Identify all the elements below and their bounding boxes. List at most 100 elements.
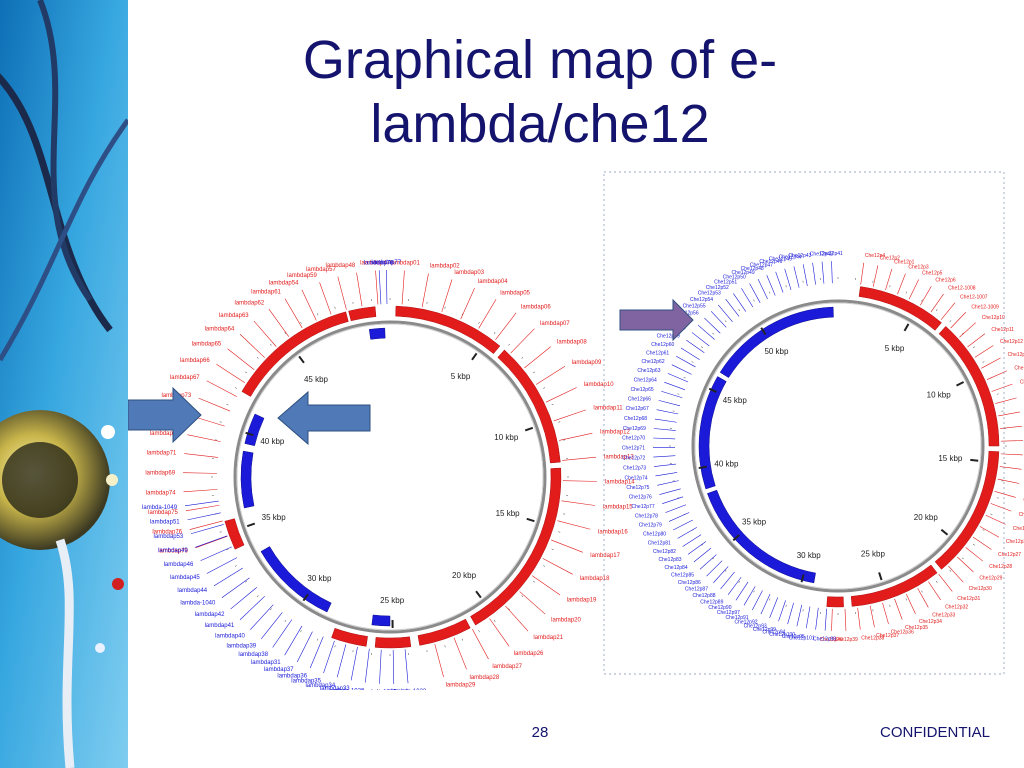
che12-reverse-leader-line — [735, 581, 749, 601]
che12-forward-gene-block — [934, 451, 1000, 570]
che12-forward-leader-line — [979, 526, 1000, 538]
lambda-forward-gene-label: lambdap21 — [533, 635, 563, 641]
che12-reverse-gene-label: Che12p62 — [642, 359, 665, 365]
che12-reverse-gene-label: Che12p97 — [717, 610, 740, 616]
lambda-reverse-gene-label: lambdap36 — [277, 673, 307, 679]
lambda-reverse-leader-line — [200, 546, 232, 561]
lambda-reverse-leader-line — [392, 649, 395, 684]
che12-forward-leader-line — [938, 573, 953, 592]
lambda-forward-leader-line — [356, 272, 363, 307]
lambda-forward-leader-line — [337, 276, 347, 310]
lambda-forward-leader-line — [559, 432, 593, 441]
che12-forward-leader-line — [974, 345, 994, 358]
che12-forward-gene-label: Che12p14 — [1014, 365, 1024, 371]
che12-reverse-gene-label: Che12p44 — [779, 254, 802, 260]
lambda-forward-gene-block — [348, 306, 377, 322]
che12-forward-gene-block — [858, 286, 942, 331]
che12-forward-leader-line — [882, 602, 889, 625]
che12-reverse-gene-label: Che12p67 — [626, 406, 649, 412]
che12-reverse-leader-line — [658, 400, 681, 407]
lambda-reverse-gene-label: lambdap40 — [215, 634, 245, 640]
che12-kbp-label: 30 kbp — [797, 551, 822, 560]
che12-reverse-leader-line — [821, 261, 825, 284]
che12-forward-gene-label: Che12p4 — [865, 253, 886, 259]
che12-reverse-gene-block — [719, 306, 834, 378]
che12-reverse-gene-label: Che12p70 — [622, 436, 645, 442]
che12-kbp-tick — [708, 387, 717, 393]
lambda-forward-gene-label: lambdap74 — [146, 490, 176, 496]
lambda-reverse-leader-line — [221, 577, 250, 598]
che12-reverse-leader-line — [766, 275, 776, 296]
lambda-reverse-gene-block — [368, 327, 386, 340]
che12-forward-gene-label: Che12p26 — [1006, 539, 1024, 545]
che12-forward-gene-label: Che12p5 — [922, 270, 943, 276]
lambda-forward-gene-label: lambdap67 — [170, 375, 200, 381]
che12-reverse-leader-line — [741, 288, 754, 308]
che12-reverse-leader-line — [775, 271, 784, 293]
lambda-forward-leader-line — [253, 320, 277, 347]
lambda-forward-gene-label: lambdap59 — [287, 273, 317, 279]
che12-reverse-gene-label: Che12p88 — [692, 593, 715, 599]
lambda-forward-gene-block — [395, 305, 501, 355]
che12-forward-leader-line — [869, 605, 875, 628]
lambda-forward-leader-line — [434, 644, 444, 678]
confidential-label: CONFIDENTIAL — [879, 724, 990, 741]
che12-reverse-gene-label: Che12p46 — [759, 259, 782, 265]
che12-forward-leader-line — [965, 547, 984, 562]
selection-frame — [603, 171, 1005, 675]
che12-kbp-label: 45 kbp — [723, 396, 748, 405]
che12-reverse-leader-line — [686, 339, 705, 353]
lambda-kbp-tick — [298, 355, 305, 364]
lambda-reverse-leader-line — [404, 649, 409, 684]
che12-reverse-gene-label: Che12p91 — [726, 615, 749, 621]
lambda-forward-leader-line — [472, 629, 489, 660]
che12-forward-gene-label: Che12p2 — [880, 256, 901, 262]
stethoscope-background-image — [0, 0, 128, 768]
che12-reverse-leader-line — [713, 566, 729, 583]
che12-forward-gene-label: Che12p39 — [835, 637, 858, 643]
che12-forward-leader-line — [908, 279, 919, 300]
che12-forward-leader-line — [957, 556, 974, 573]
che12-forward-leader-line — [872, 265, 879, 287]
che12-reverse-gene-label: Che12p76 — [629, 495, 652, 501]
che12-reverse-leader-line — [699, 554, 717, 570]
che12-forward-gene-label: Che12p38 — [861, 636, 884, 642]
lambda-forward-gene-label: lambdap17 — [590, 553, 620, 559]
che12-reverse-leader-line — [682, 534, 702, 547]
che12-reverse-gene-label: Che12p52 — [706, 285, 729, 291]
lambda-forward-leader-line — [421, 273, 429, 308]
che12-reverse-gene-label: Che12p77 — [632, 504, 655, 510]
lambda-kbp-label: 5 kbp — [451, 372, 471, 381]
che12-reverse-leader-line — [787, 602, 794, 625]
che12-forward-gene-label: Che12-1007 — [960, 295, 988, 301]
lambda-forward-gene-label: lambdap06 — [521, 305, 551, 311]
che12-forward-gene-label: Che12p1 — [894, 259, 915, 265]
che12-kbp-tick — [878, 572, 883, 581]
che12-forward-leader-line — [998, 411, 1020, 417]
che12-reverse-leader-line — [691, 332, 710, 347]
che12-kbp-label: 15 kbp — [938, 454, 963, 463]
che12-forward-gene-label: Che12p3 — [908, 264, 929, 270]
lambda-forward-gene-label: lambdap03 — [454, 270, 484, 276]
genome-maps-area: 5 kbp 10 kbp 15 kbp 20 kbp 25 kbp 30 kbp 35 kb… — [127, 160, 1024, 696]
che12-forward-leader-line — [948, 565, 964, 583]
lambda-forward-leader-line — [441, 279, 453, 313]
lambda-forward-leader-line — [187, 434, 221, 442]
che12-kbp-label: 20 kbp — [914, 513, 939, 522]
lambda-forward-gene-label: lambdap04 — [478, 279, 508, 285]
che12-forward-gene-label: Che12p31 — [957, 596, 980, 602]
che12-reverse-leader-line — [760, 594, 771, 615]
che12-forward-gene-block — [850, 564, 938, 607]
che12-reverse-leader-line — [687, 541, 707, 555]
lambda-reverse-gene-block — [260, 546, 332, 613]
lambda-forward-leader-line — [216, 364, 246, 384]
lambda-forward-gene-label: lambdap65 — [192, 342, 222, 348]
lambda-reverse-gene-label: lambdap77 — [371, 260, 401, 266]
che12-reverse-gene-block — [698, 376, 727, 490]
che12-reverse-leader-line — [654, 418, 677, 423]
che12-reverse-gene-label: Che12p73 — [623, 465, 646, 471]
che12-reverse-leader-line — [725, 298, 740, 317]
che12-reverse-gene-label: Che12p68 — [624, 416, 647, 422]
che12-reverse-leader-line — [812, 262, 816, 285]
che12-forward-gene-label: Che12p15 — [1020, 379, 1024, 385]
